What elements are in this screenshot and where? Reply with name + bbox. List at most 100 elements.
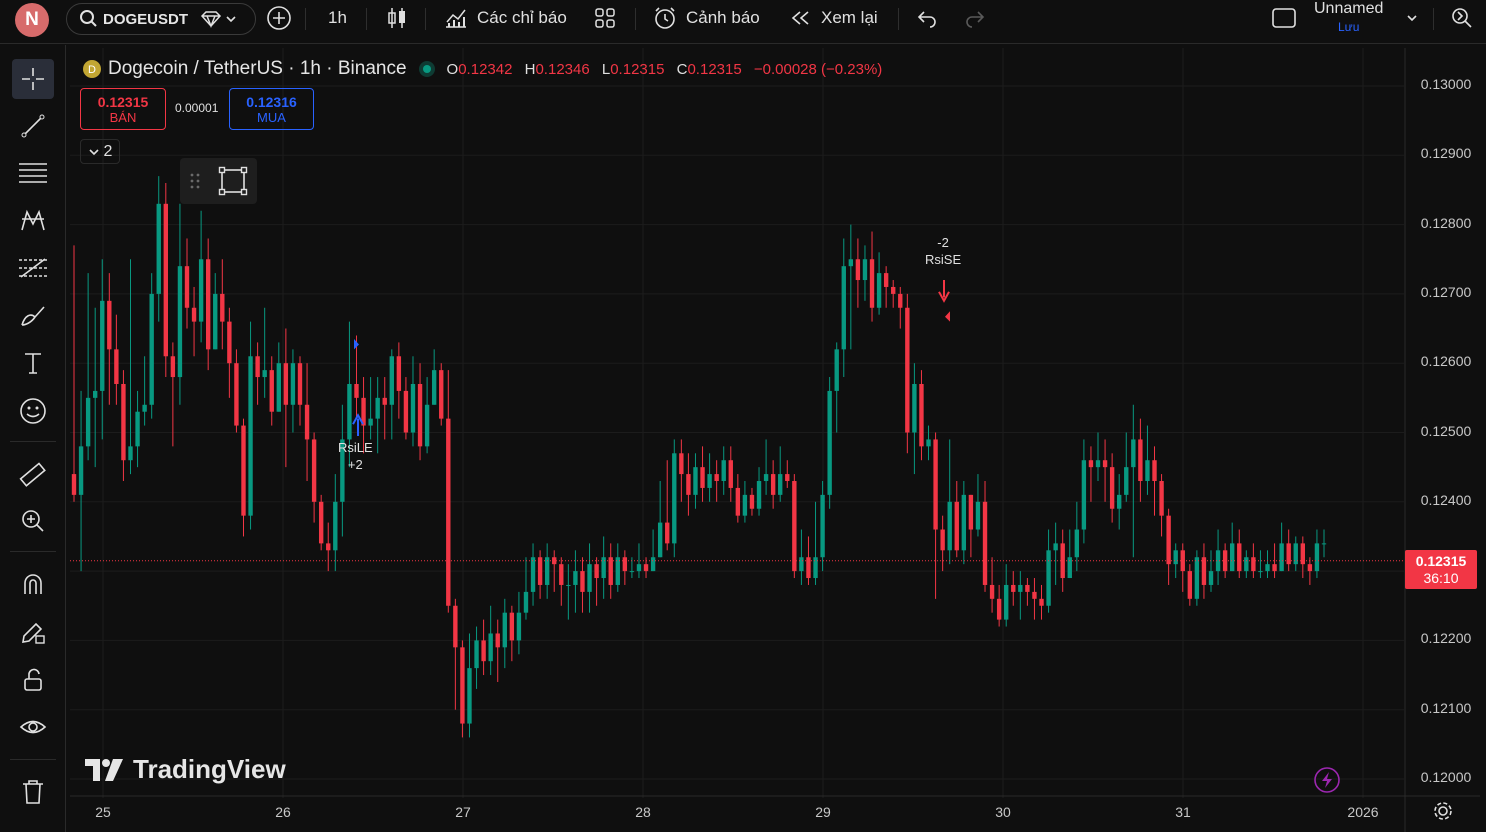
candle-body	[778, 474, 783, 495]
legend-title[interactable]: Dogecoin / TetherUS · 1h · Binance	[108, 58, 407, 79]
time-axis-label: 26	[275, 804, 291, 820]
candle-body	[1314, 543, 1320, 572]
redo-button[interactable]	[964, 0, 986, 36]
indicators-collapse-button[interactable]: 2	[80, 139, 120, 164]
diamond-icon[interactable]	[198, 9, 224, 29]
trend-line-tool[interactable]	[12, 106, 54, 146]
chevron-down-icon	[88, 148, 99, 155]
layout-name-button[interactable]: Unnamed Lưu	[1314, 0, 1383, 36]
magnet-icon	[24, 574, 42, 594]
candle-body	[290, 363, 296, 405]
candle-body	[439, 370, 444, 419]
alerts-button[interactable]: Cảnh báo	[652, 0, 760, 36]
candle-body	[883, 273, 889, 287]
layout-menu-button[interactable]	[1405, 0, 1419, 36]
candle-body	[615, 557, 620, 585]
divider	[305, 8, 306, 30]
candle-body	[544, 557, 550, 585]
divider	[425, 8, 426, 30]
pattern-tool[interactable]	[12, 201, 54, 241]
candle-body	[170, 356, 176, 378]
interval-button[interactable]: 1h	[328, 0, 347, 36]
time-axis-label: 29	[815, 804, 831, 820]
long-signal-label: RsiLE +2	[338, 439, 373, 473]
save-label[interactable]: Lưu	[1337, 20, 1360, 34]
divider	[10, 441, 56, 442]
candle-body	[580, 571, 585, 592]
text-tool[interactable]	[12, 343, 54, 383]
candle-body	[1321, 543, 1327, 545]
candle-body	[933, 439, 938, 530]
drag-handle-icon[interactable]	[188, 171, 202, 191]
ruler-tool[interactable]	[12, 455, 54, 495]
user-avatar[interactable]: N	[15, 3, 49, 37]
zoom-tool[interactable]	[12, 501, 54, 541]
quick-search-icon	[1452, 8, 1472, 28]
candle-body	[488, 633, 493, 662]
indicators-icon	[446, 9, 466, 28]
hide-drawings-tool[interactable]	[12, 707, 54, 747]
candle-body	[1060, 543, 1065, 579]
brush-tool[interactable]	[12, 296, 54, 336]
magnet-tool[interactable]	[12, 565, 54, 605]
candle-body	[1180, 550, 1185, 572]
floating-toolbar	[180, 158, 257, 204]
horizontal-lines-tool[interactable]	[12, 153, 54, 193]
low-value: 0.12315	[610, 60, 665, 78]
close-key: C	[676, 60, 688, 78]
candle-body	[728, 460, 733, 488]
replay-button[interactable]: Xem lại	[789, 0, 878, 36]
candle-body	[417, 383, 423, 447]
remove-drawings-tool[interactable]	[12, 772, 54, 812]
price-axis-label: 0.12100	[1420, 699, 1472, 716]
candle-body	[156, 203, 161, 294]
candle-body	[679, 453, 684, 475]
candle-body	[1201, 557, 1207, 585]
open-key: O	[446, 60, 459, 78]
trash-icon	[23, 780, 43, 804]
candle-body	[876, 273, 882, 308]
buy-button[interactable]: 0.12316 MUA	[229, 88, 314, 130]
market-status-icon[interactable]	[415, 59, 439, 79]
lock-drawings-tool[interactable]	[12, 660, 54, 700]
chevron-down-icon[interactable]	[224, 12, 238, 26]
candle-body	[149, 293, 154, 405]
candle-body	[622, 557, 628, 572]
fib-tool[interactable]	[12, 248, 54, 288]
symbol-search[interactable]: DOGEUSDT	[66, 3, 256, 35]
candle-body	[735, 487, 741, 516]
candle-body	[1102, 460, 1108, 468]
undo-button[interactable]	[916, 0, 938, 36]
layout-checkbox[interactable]	[1271, 0, 1297, 36]
candle-body	[396, 356, 402, 391]
candle-body	[891, 286, 896, 294]
candle-body	[537, 557, 543, 585]
candle-body	[1258, 571, 1263, 573]
candle-body	[340, 439, 345, 502]
price-chart[interactable]	[70, 48, 1480, 832]
settings-button[interactable]	[1432, 800, 1454, 827]
candle-body	[220, 293, 225, 322]
selection-rectangle-icon[interactable]	[218, 166, 248, 196]
add-symbol-button[interactable]	[266, 0, 292, 36]
candle-body	[382, 397, 387, 405]
quick-search-button[interactable]	[1450, 0, 1474, 36]
candle-body	[1272, 564, 1277, 572]
candle-body	[714, 474, 719, 482]
candle-body	[453, 605, 458, 648]
alarm-clock-icon	[655, 7, 675, 29]
current-price-label: 0.12315 36:10	[1405, 550, 1477, 589]
candle-body	[1152, 460, 1157, 482]
candle-body	[78, 446, 84, 495]
stay-in-drawing-tool[interactable]	[12, 612, 54, 652]
crosshair-tool[interactable]	[12, 59, 54, 99]
lightning-button[interactable]	[1313, 766, 1341, 799]
indicators-button[interactable]: Các chỉ báo	[443, 0, 567, 36]
chart-type-button[interactable]	[385, 0, 409, 36]
emoji-tool[interactable]	[12, 391, 54, 431]
candle-body	[770, 474, 776, 495]
candle-body	[1279, 543, 1284, 572]
templates-button[interactable]	[593, 0, 617, 36]
sell-button[interactable]: 0.12315 BÁN	[80, 88, 166, 130]
price-axis-label: 0.12400	[1420, 491, 1472, 508]
